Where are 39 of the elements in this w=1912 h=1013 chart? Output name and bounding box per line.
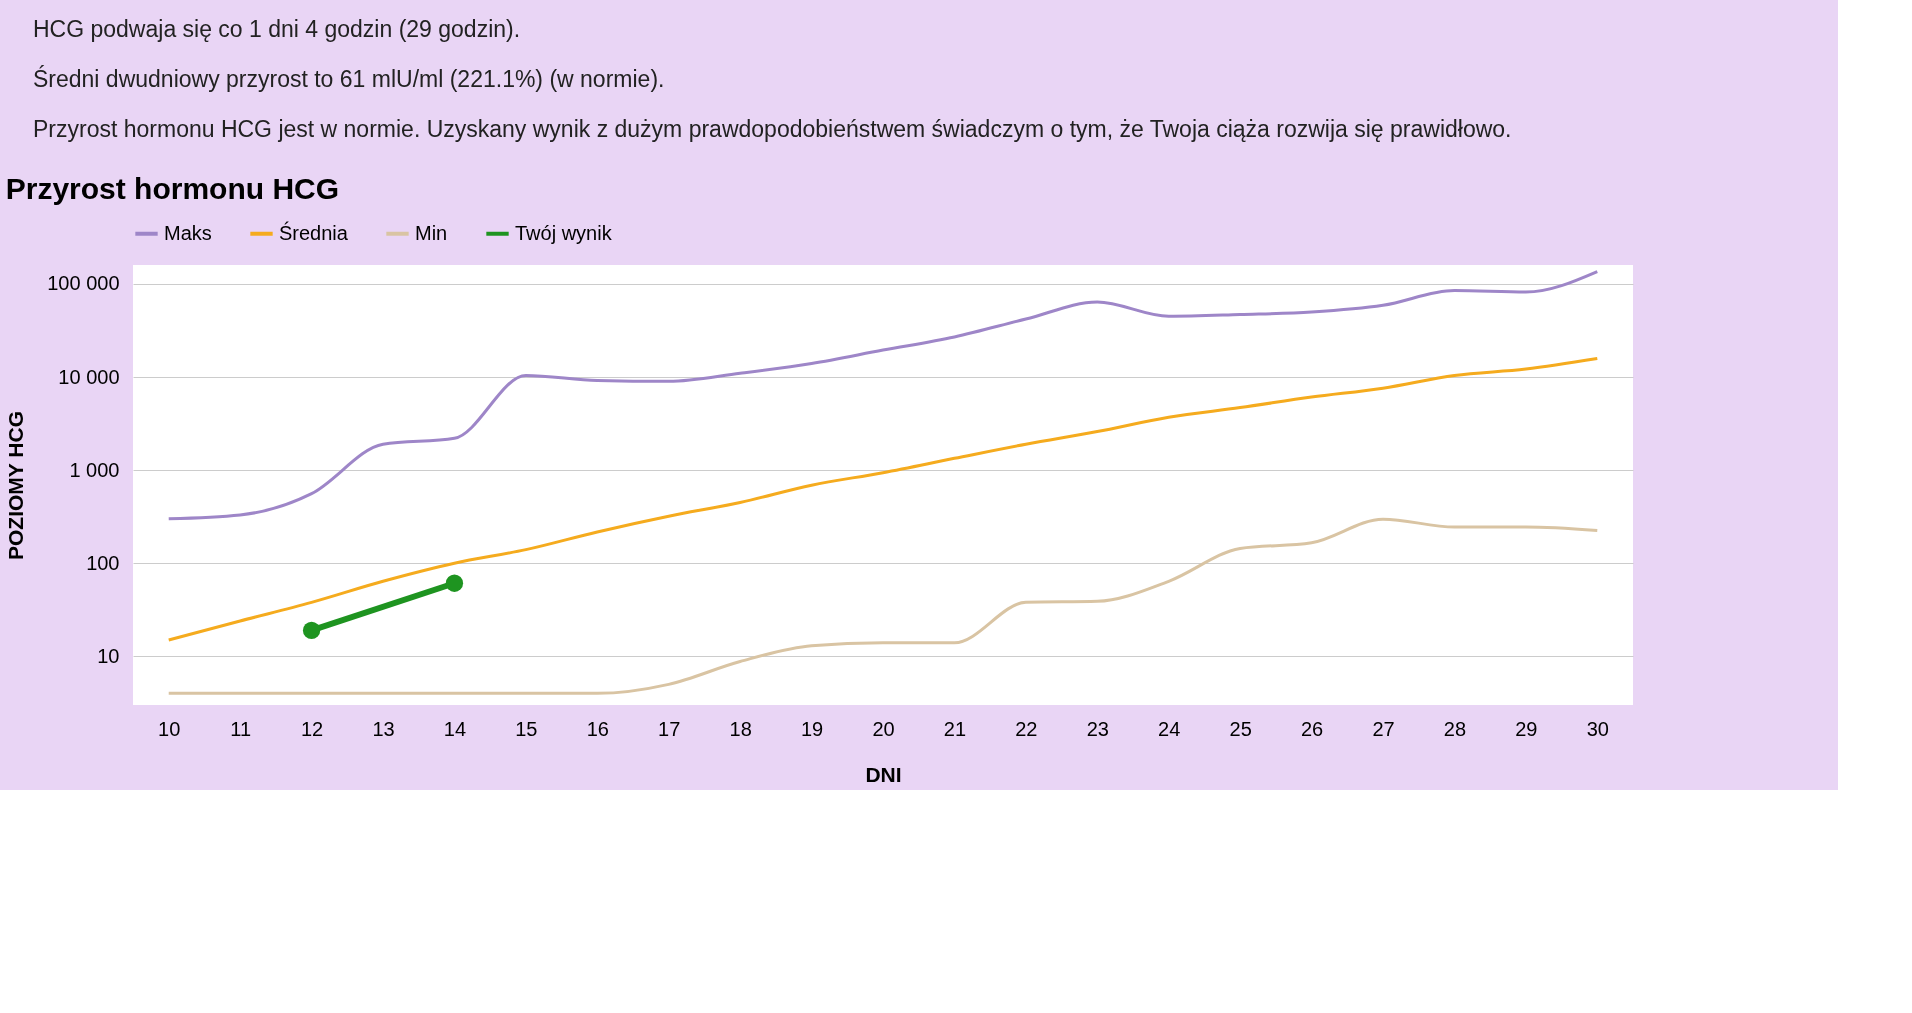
y-tick-label: 1 000	[69, 458, 120, 481]
x-tick-label: 23	[1086, 717, 1109, 740]
y-axis-title: POZIOMY HCG	[4, 411, 28, 560]
x-tick-label: 14	[443, 717, 467, 740]
x-tick-label: 27	[1372, 717, 1395, 740]
y-tick-label: 100 000	[47, 272, 120, 295]
line-series	[167, 270, 1599, 521]
legend-label: Twój wynik	[515, 221, 613, 244]
x-tick-label: 28	[1443, 717, 1467, 740]
line-series	[167, 517, 1599, 695]
y-tick-label: 10 000	[58, 365, 120, 388]
y-tick-label: 10	[97, 644, 120, 667]
legend-label: Maks	[164, 221, 212, 244]
chart-title: Przyrost hormonu HCG	[5, 172, 340, 205]
x-tick-label: 21	[943, 717, 967, 740]
x-tick-label: 29	[1515, 717, 1538, 740]
x-tick-label: 25	[1229, 717, 1252, 740]
x-tick-label: 11	[230, 717, 252, 740]
x-tick-label: 13	[372, 717, 395, 740]
x-tick-label: 26	[1300, 717, 1324, 740]
x-tick-label: 30	[1586, 717, 1609, 740]
x-tick-label: 17	[658, 717, 681, 740]
text: HCG podwaja się co 1 dni 4 godzin (29 godzin).	[33, 16, 521, 42]
x-tick-label: 10	[158, 717, 181, 740]
x-tick-label: 18	[729, 717, 752, 740]
x-tick-label: 15	[515, 717, 538, 740]
x-tick-label: 20	[872, 717, 895, 740]
legend-label: Min	[415, 221, 448, 244]
x-axis-title: DNI	[865, 762, 902, 786]
y-tick-label: 100	[86, 551, 120, 574]
text: Przyrost hormonu HCG jest w normie. Uzyskany wynik z dużym prawdopodobieństwem świadczym o tym, że Twoja ciąża rozwija się prawidłowo.	[33, 116, 1512, 142]
line-series	[167, 357, 1599, 642]
x-tick-label: 22	[1015, 717, 1038, 740]
x-tick-label: 16	[586, 717, 609, 740]
x-tick-label: 24	[1158, 717, 1181, 740]
legend-label: Średnia	[279, 220, 349, 244]
text: Średni dwudniowy przyrost to 61 mlU/ml (221.1%) (w normie).	[33, 65, 665, 92]
x-tick-label: 19	[800, 717, 824, 740]
x-tick-label: 12	[300, 717, 324, 740]
